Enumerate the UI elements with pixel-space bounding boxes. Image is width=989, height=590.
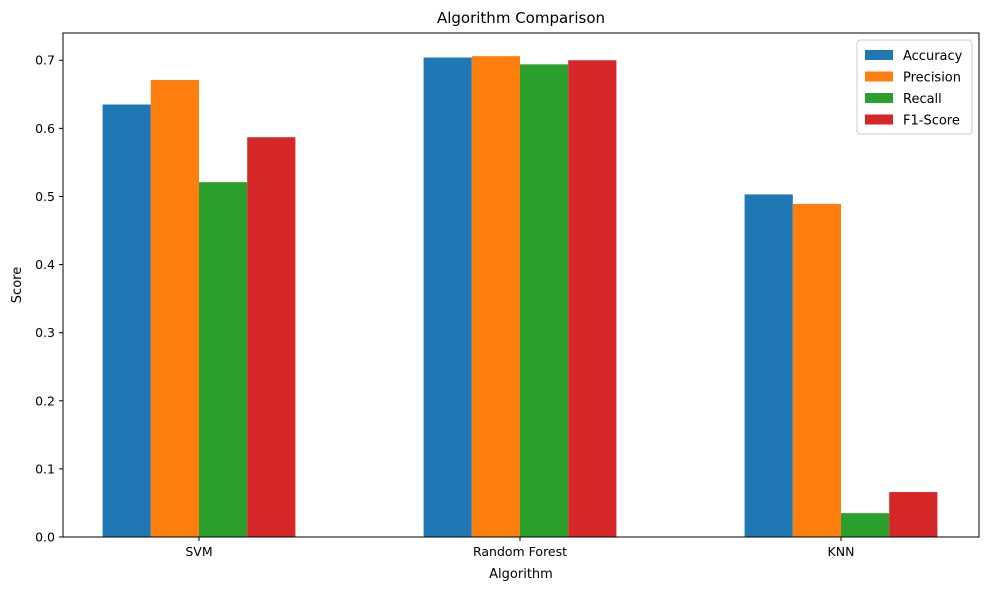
bar-precision-svm bbox=[150, 79, 199, 537]
legend-label-f1-score: F1-Score bbox=[903, 114, 960, 129]
bar-recall-knn bbox=[841, 513, 890, 537]
legend-swatch-accuracy bbox=[865, 50, 893, 60]
y-tick-label: 0.6 bbox=[35, 121, 55, 136]
bar-precision-random-forest bbox=[471, 56, 520, 537]
legend-label-precision: Precision bbox=[903, 71, 961, 86]
bar-f1-score-svm bbox=[247, 137, 296, 538]
bar-f1-score-knn bbox=[889, 492, 938, 537]
bar-accuracy-knn bbox=[744, 194, 793, 538]
legend-box bbox=[856, 39, 973, 135]
y-tick-label: 0.2 bbox=[35, 393, 55, 408]
bar-accuracy-random-forest bbox=[423, 57, 472, 537]
y-tick-label: 0.0 bbox=[35, 530, 55, 545]
bar-accuracy-svm bbox=[102, 104, 151, 537]
x-axis: SVM Random Forest KNN bbox=[185, 537, 854, 559]
x-tick-label: KNN bbox=[828, 544, 855, 559]
y-axis-title: Score bbox=[10, 267, 25, 303]
legend-swatch-recall bbox=[865, 93, 893, 103]
bar-f1-score-random-forest bbox=[568, 60, 617, 537]
y-tick-label: 0.4 bbox=[35, 257, 55, 272]
y-tick-label: 0.3 bbox=[35, 325, 55, 340]
legend-label-accuracy: Accuracy bbox=[903, 49, 963, 64]
y-axis: 0.0 0.1 0.2 0.3 0.4 0.5 0.6 0.7 bbox=[35, 53, 63, 545]
bar-precision-knn bbox=[792, 203, 841, 537]
x-tick-label: Random Forest bbox=[473, 544, 567, 559]
bar-recall-svm bbox=[199, 182, 248, 538]
plot-frame bbox=[62, 32, 980, 538]
legend-label-recall: Recall bbox=[903, 92, 942, 107]
y-tick-label: 0.7 bbox=[35, 53, 55, 68]
bar-recall-random-forest bbox=[520, 64, 569, 538]
bars-group bbox=[102, 56, 938, 538]
legend: Accuracy Precision Recall F1-Score bbox=[856, 39, 973, 135]
y-tick-label: 0.5 bbox=[35, 189, 55, 204]
x-axis-title: Algorithm bbox=[489, 567, 553, 582]
legend-swatch-precision bbox=[865, 71, 893, 82]
chart-title: Algorithm Comparison bbox=[437, 9, 605, 27]
legend-swatch-f1-score bbox=[865, 114, 893, 125]
y-tick-label: 0.1 bbox=[35, 461, 55, 476]
x-tick-label: SVM bbox=[185, 544, 212, 559]
